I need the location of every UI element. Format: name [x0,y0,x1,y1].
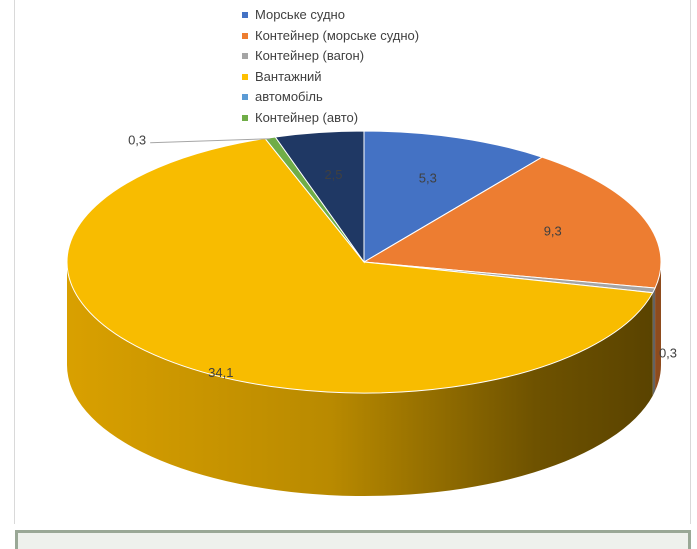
legend-label: Морське судно [255,7,345,22]
legend-item-morske-sudno: Морське судно [242,5,419,26]
pie-slice-vantazhnyi [66,137,654,394]
pie-side-kontejner-vagon [652,288,656,396]
data-label-kontejner-vagon: 0,3 [659,345,677,360]
legend-label: Контейнер (вагон) [255,48,365,63]
pie-side-kontejner-morske-sudno [655,262,661,392]
legend-label: Контейнер (морське судно) [255,27,420,43]
legend-item-kontejner-avto: Контейнер (авто) [242,108,419,129]
pie-slice-avtomobil [274,130,365,264]
chart-legend: Морське судно Контейнер (морське судно) … [242,5,419,128]
legend-label: Вантажний [255,68,322,84]
pie-slice-kontejner-morske-sudno [362,156,662,289]
data-label-vantazhnyi: 34,1 [208,365,233,380]
legend-swatch [242,32,248,39]
pie-slice-morske-sudno [363,130,544,263]
legend-label: автомобіль [255,89,323,104]
data-label-morske-sudno: 5,3 [419,170,437,185]
legend-swatch [242,12,248,19]
bottom-panel [15,530,691,549]
legend-swatch [242,94,248,101]
legend-item-kontejner-morske-sudno: Контейнер (морське судно) [242,26,419,47]
legend-swatch [242,73,248,80]
data-label-avtomobil: 2,5 [324,167,342,182]
data-label-kontejner-avto: 0,3 [128,133,146,148]
legend-label: Контейнер (авто) [255,109,359,125]
legend-item-vantazhnyi: Вантажний [242,67,419,88]
legend-item-avtomobil: автомобіль [242,87,419,108]
label-leader-line [150,138,271,144]
legend-swatch [242,53,248,60]
legend-swatch [242,114,248,121]
pie-side-vantazhnyi [67,262,653,496]
legend-item-kontejner-vagon: Контейнер (вагон) [242,46,419,67]
data-label-kontejner-morske-sudno: 9,3 [544,223,562,238]
